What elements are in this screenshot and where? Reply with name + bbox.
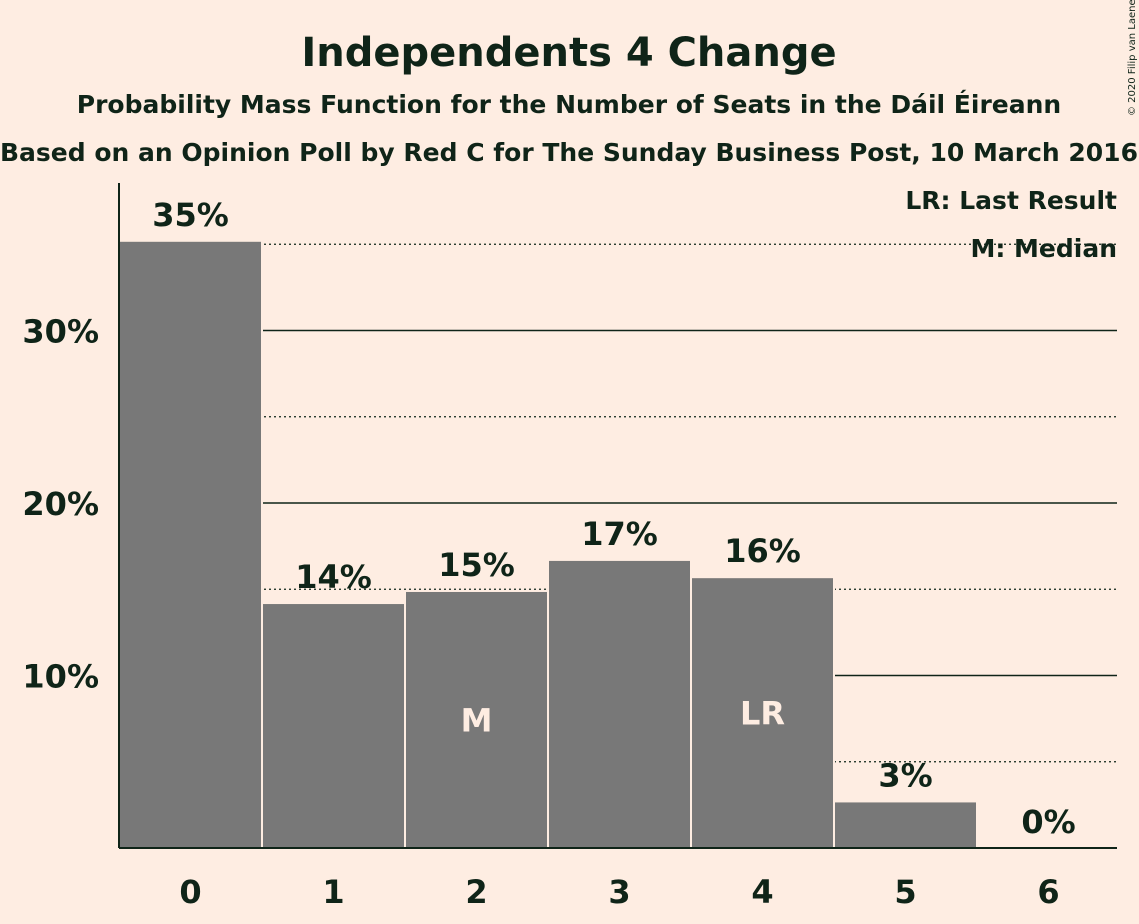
median-marker: M — [461, 701, 493, 739]
bar-4 — [690, 576, 835, 849]
y-tick-label-20: 20% — [22, 485, 99, 523]
bar-0 — [118, 239, 263, 850]
last-result-marker: LR — [740, 695, 785, 733]
x-tick-label-5: 5 — [894, 873, 916, 911]
data-labels: 35% 14% 15% 17% 16% 3% 0% M LR — [152, 196, 1075, 841]
y-tick-label-30: 30% — [22, 313, 99, 351]
data-label-2: 15% — [438, 546, 515, 584]
bars — [118, 239, 978, 850]
copyright: © 2020 Filip van Laenen — [1127, 0, 1138, 116]
data-label-0: 35% — [152, 196, 229, 234]
bar-1 — [261, 602, 406, 849]
axes: 0 1 2 3 4 5 6 10% 20% 30% — [22, 183, 1117, 911]
chart-source: Based on an Opinion Poll by Red C for Th… — [0, 138, 1138, 167]
legend-last-result: LR: Last Result — [905, 186, 1117, 215]
x-tick-label-1: 1 — [322, 873, 344, 911]
x-tick-label-2: 2 — [465, 873, 487, 911]
y-tick-label-10: 10% — [22, 658, 99, 696]
x-tick-label-4: 4 — [751, 873, 773, 911]
data-label-5: 3% — [878, 756, 932, 794]
x-tick-label-3: 3 — [608, 873, 630, 911]
bar-2 — [404, 589, 549, 849]
data-label-6: 0% — [1021, 803, 1075, 841]
legend-median: M: Median — [970, 234, 1117, 263]
x-tick-label-6: 6 — [1037, 873, 1059, 911]
x-tick-label-0: 0 — [179, 873, 201, 911]
bar-3 — [547, 558, 692, 849]
chart-title: Independents 4 Change — [301, 30, 836, 76]
bar-5 — [833, 800, 978, 849]
data-label-1: 14% — [295, 558, 372, 596]
chart-subtitle: Probability Mass Function for the Number… — [77, 90, 1061, 119]
data-label-4: 16% — [724, 532, 801, 570]
data-label-3: 17% — [581, 515, 658, 553]
